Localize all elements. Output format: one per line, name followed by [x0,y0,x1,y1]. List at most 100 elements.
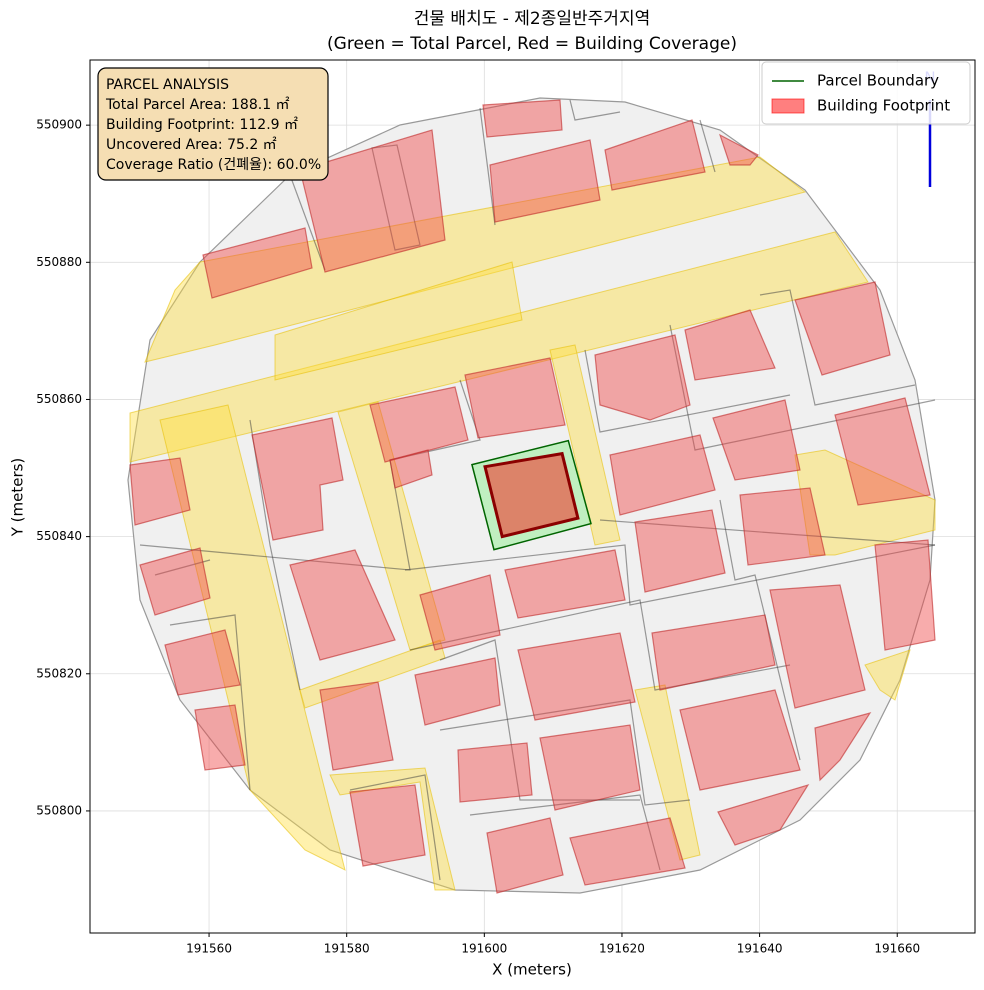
parcel-line [409,599,791,691]
road [144,156,807,363]
annotation-line: Total Parcel Area: 188.1 ㎡ [105,97,290,113]
y-tick-label: 550840 [36,529,82,543]
parcel-line [469,794,661,871]
building [419,574,501,651]
x-tick-label: 191560 [186,942,232,956]
building [369,386,469,463]
building [769,584,866,709]
building [504,549,626,619]
parcel-lines [139,99,936,881]
legend-swatch [771,98,805,114]
parcel-line [759,289,916,406]
building [679,689,801,791]
x-tick-label: 191640 [737,942,783,956]
annotation: PARCEL ANALYSIS Total Parcel Area: 188.1 … [105,77,321,173]
building [194,704,246,771]
annotation-line: Uncovered Area: 75.2 ㎡ [106,137,277,153]
building [139,547,211,616]
legend-label: Building Footprint [817,97,950,115]
x-tick-label: 191600 [461,942,507,956]
building [539,724,641,811]
chart-subtitle: (Green = Total Parcel, Red = Building Co… [327,34,737,54]
building [389,449,433,489]
y-tick-label: 550880 [36,255,82,269]
building [482,99,563,138]
road [329,767,456,891]
legend-box [761,61,971,125]
building [739,487,826,566]
legend-label: Parcel Boundary [817,72,939,90]
parcel-line [599,519,936,546]
y-tick-label: 550860 [36,392,82,406]
x-tick-label: 191580 [324,942,370,956]
building [651,614,776,691]
road [549,344,621,546]
building [874,539,936,651]
parcel-line [404,544,936,606]
y-tick-label: 550800 [36,803,82,817]
y-tick-label: 550820 [36,666,82,680]
building [289,549,396,661]
parcel-line [439,639,640,801]
roads [129,156,936,891]
building [718,133,759,166]
road [864,649,911,701]
building [414,657,501,726]
building [569,817,686,886]
building [594,334,691,421]
parcel-line [479,107,496,226]
building [489,139,601,223]
road [794,449,936,556]
annotation-line: Building Footprint: 112.9 ㎡ [106,117,298,133]
x-tick-label: 191660 [874,942,920,956]
building [457,742,533,803]
annotation-box [97,67,329,181]
plot-frame [89,59,976,934]
parcel-line [154,559,211,576]
parcel-line [584,349,791,433]
building [464,357,566,439]
data-layer [471,439,592,551]
building [129,457,191,526]
x-tick-label: 191620 [599,942,645,956]
building [609,434,716,516]
building [486,817,564,894]
parcel-line [289,174,326,271]
building [604,119,706,191]
building-polygon [483,451,580,539]
building [684,309,776,381]
building [634,509,726,593]
parcel-line [349,774,441,881]
buildings [129,99,936,894]
building [319,681,394,771]
legend: Parcel Boundary Building Footprint [771,72,950,115]
parcel-line [249,419,301,691]
map-layer [127,97,936,894]
parcel-line [371,144,421,251]
building [202,227,313,299]
parcel-line [669,324,936,451]
road [337,401,446,651]
annotation-line: Coverage Ratio (건폐율): 60.0% [106,157,321,173]
building [299,129,446,273]
building [517,632,636,721]
y-tick-label: 550900 [36,118,82,132]
parcel-line [569,99,621,121]
parcel-line [439,699,691,806]
building [794,281,891,376]
annotation-line: PARCEL ANALYSIS [106,77,229,93]
x-axis-label: X (meters) [492,961,572,979]
building [814,712,872,782]
building [251,417,344,541]
parcel-line [699,119,716,173]
y-axis-label: Y (meters) [9,458,27,538]
parcel-line [169,614,251,791]
building [834,397,931,506]
chart-title: 건물 배치도 - 제2종일반주거지역 [414,9,650,29]
building [717,783,810,846]
road [159,404,346,871]
road [274,261,523,381]
building [349,784,426,867]
road [129,231,869,463]
